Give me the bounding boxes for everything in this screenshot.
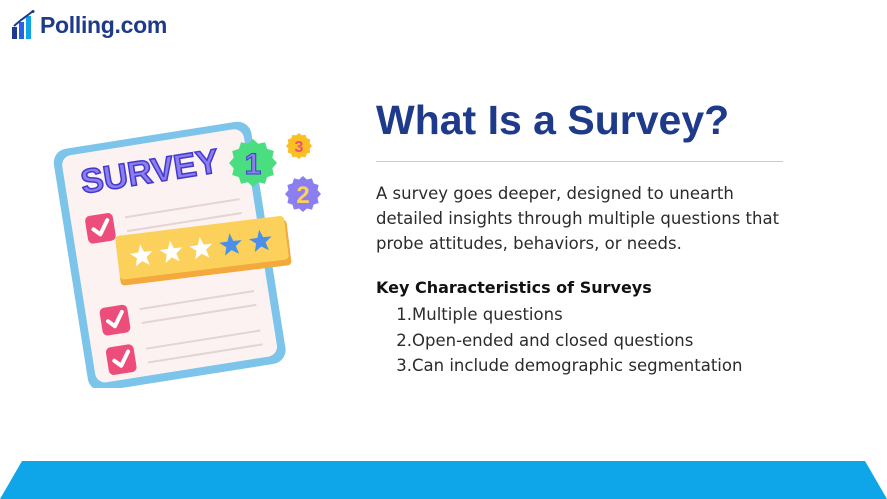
checkbox-2 [99, 304, 131, 336]
brand-name: Polling.com [40, 11, 168, 38]
logo-bars-icon [12, 10, 35, 39]
characteristics-heading: Key Characteristics of Surveys [376, 278, 652, 297]
empty-star-icon [129, 244, 153, 267]
title-divider [376, 161, 783, 162]
badge-2: 2 [285, 176, 321, 212]
slide-description: A survey goes deeper, designed to uneart… [376, 184, 780, 253]
list-item-text: Open-ended and closed questions [412, 330, 694, 350]
empty-star-icon [159, 240, 183, 263]
checkbox-3 [105, 344, 137, 375]
filled-star-icon [248, 229, 272, 252]
svg-text:1: 1 [245, 148, 262, 181]
characteristics-list: 1. Multiple questions 2. Open-ended and … [376, 302, 796, 379]
empty-star-icon [189, 236, 212, 260]
slide-title: What Is a Survey? [376, 97, 730, 143]
clipboard-board: SURVEY [53, 121, 286, 388]
badge-3: 3 [286, 133, 312, 159]
list-item-number: 3. [396, 356, 412, 375]
brand-logo[interactable]: Polling.com [11, 10, 167, 40]
checkbox-1 [85, 213, 116, 244]
svg-text:2: 2 [296, 182, 309, 209]
list-item-text: Multiple questions [412, 305, 563, 324]
list-item-number: 1. [396, 305, 412, 324]
list-item-number: 2. [396, 330, 412, 350]
list-item: 1. Multiple questions [376, 302, 796, 328]
list-item-text: Can include demographic segmentation [412, 356, 743, 375]
survey-clipboard-illustration: SURVEY 1 2 3 [53, 121, 321, 388]
list-item: 3. Can include demographic segmentation [376, 353, 796, 379]
slide-content: What Is a Survey? A survey goes deeper, … [376, 96, 796, 379]
filled-star-icon [219, 233, 242, 256]
badge-1: 1 [229, 139, 277, 187]
list-item: 2. Open-ended and closed questions [376, 328, 796, 354]
svg-text:3: 3 [295, 139, 304, 156]
rating-bar [115, 215, 292, 286]
footer-band [0, 461, 887, 499]
